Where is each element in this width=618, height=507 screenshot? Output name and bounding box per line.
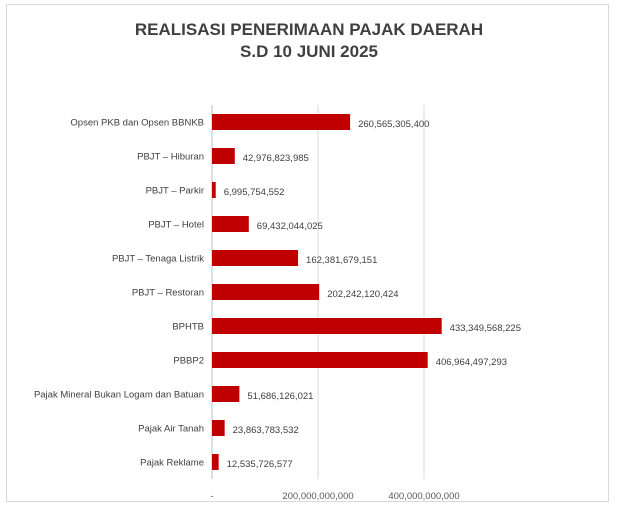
- chart-frame: [6, 4, 609, 502]
- data-label: 202,242,120,424: [327, 289, 398, 300]
- data-label: 260,565,305,400: [358, 119, 429, 130]
- category-label: PBBP2: [173, 356, 204, 367]
- category-label: Pajak Mineral Bukan Logam dan Batuan: [34, 390, 204, 401]
- bar: [212, 216, 249, 232]
- category-label: Pajak Air Tanah: [138, 424, 204, 435]
- category-label: BPHTB: [172, 322, 204, 333]
- bar: [212, 386, 240, 402]
- bar: [212, 352, 428, 368]
- category-label: PBJT – Hiburan: [137, 152, 204, 163]
- bar: [212, 182, 216, 198]
- data-label: 42,976,823,985: [243, 153, 309, 164]
- data-label: 69,432,044,025: [257, 221, 323, 232]
- chart-subtitle: S.D 10 JUNI 2025: [240, 42, 378, 61]
- bar: [212, 250, 299, 266]
- x-tick-label: 400,000,000,000: [388, 491, 459, 502]
- bar: [212, 114, 351, 130]
- bar: [212, 148, 235, 164]
- data-label: 6,995,754,552: [224, 187, 285, 198]
- data-label: 23,863,783,532: [233, 425, 299, 436]
- data-label: 406,964,497,293: [436, 357, 507, 368]
- category-label: PBJT – Hotel: [148, 220, 204, 231]
- bar: [212, 420, 225, 436]
- data-label: 433,349,568,225: [450, 323, 521, 334]
- bar: [212, 318, 442, 334]
- x-tick-label: 200,000,000,000: [282, 491, 353, 502]
- category-label: Pajak Reklame: [140, 458, 204, 469]
- bar: [212, 284, 320, 300]
- data-label: 12,535,726,577: [227, 459, 293, 470]
- category-label: PBJT – Parkir: [146, 186, 204, 197]
- x-tick-label: -: [210, 491, 213, 502]
- data-label: 162,381,679,151: [306, 255, 377, 266]
- category-label: PBJT – Tenaga Listrik: [112, 254, 204, 265]
- data-label: 51,686,126,021: [247, 391, 313, 402]
- chart-title: REALISASI PENERIMAAN PAJAK DAERAH: [134, 20, 484, 39]
- category-label: Opsen PKB dan Opsen BBNKB: [70, 118, 204, 129]
- bar: [212, 454, 219, 470]
- category-label: PBJT – Restoran: [132, 288, 204, 299]
